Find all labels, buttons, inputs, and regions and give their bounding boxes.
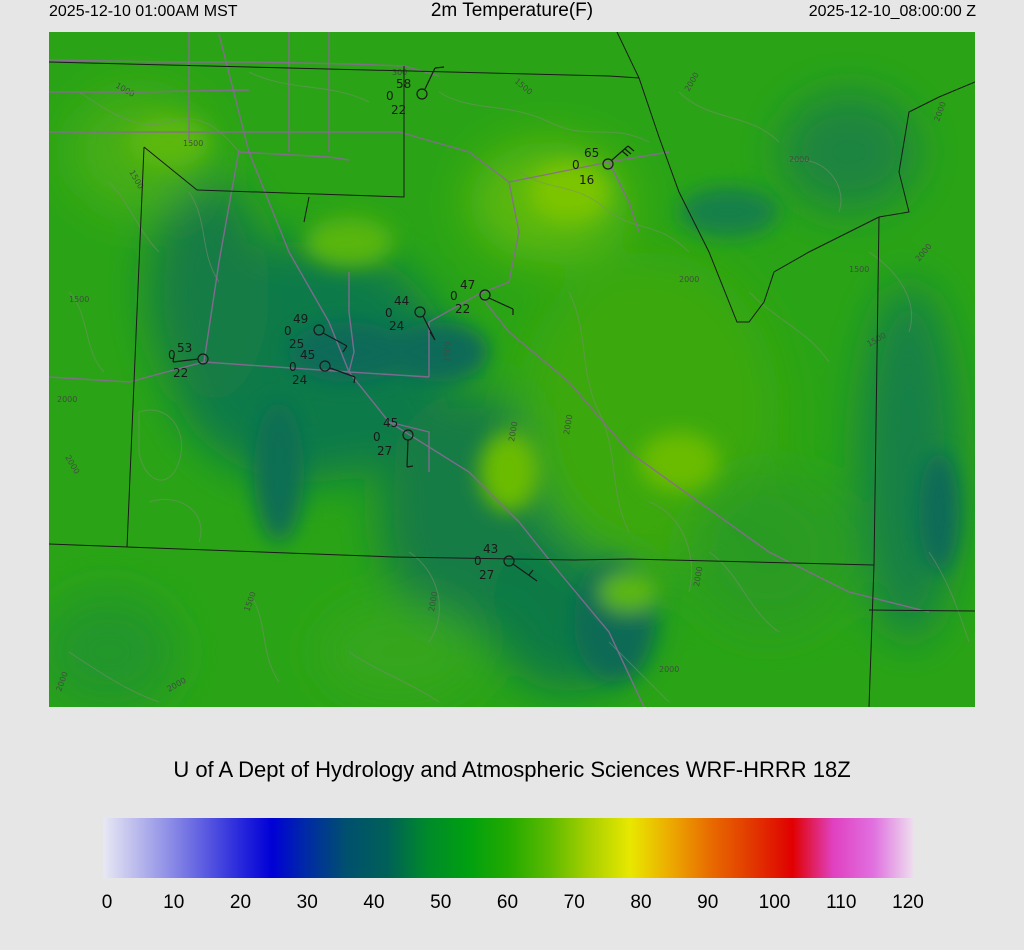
color-scale-tick-label: 70 — [563, 892, 585, 913]
color-scale-bar — [103, 818, 914, 878]
svg-text:1500: 1500 — [183, 139, 203, 148]
gust-value: 0 — [572, 158, 580, 172]
model-credit: U of A Dept of Hydrology and Atmospheric… — [173, 757, 851, 782]
valid-time-label: 2025-12-10_08:00:00 Z — [808, 3, 976, 20]
dewpoint-value: 25 — [289, 337, 304, 351]
gust-value: 0 — [385, 306, 393, 320]
temperature-value: 43 — [483, 542, 498, 556]
gust-value: 0 — [386, 89, 394, 103]
temperature-value: 53 — [177, 341, 192, 355]
temperature-value: 44 — [394, 294, 409, 308]
color-scale-tick-label: 50 — [430, 892, 452, 913]
color-scale-tick-label: 0 — [101, 892, 113, 913]
dewpoint-value: 22 — [391, 103, 406, 117]
gust-value: 0 — [289, 360, 297, 374]
svg-text:300: 300 — [392, 68, 407, 77]
svg-text:2000: 2000 — [507, 421, 519, 443]
station-plot[interactable]: 43 0 27 — [474, 542, 538, 582]
color-scale-ticks: 0 10 20 30 40 50 60 70 80 90 100 110 120 — [0, 892, 1024, 920]
svg-text:1500: 1500 — [69, 295, 89, 304]
svg-text:1500: 1500 — [849, 265, 869, 274]
svg-text:2000: 2000 — [679, 275, 699, 284]
svg-text:2000: 2000 — [659, 665, 679, 674]
svg-text:2000: 2000 — [789, 155, 809, 164]
color-scale-tick-label: 100 — [758, 892, 791, 913]
station-plot[interactable]: 44 0 24 — [385, 294, 436, 341]
temperature-value: 65 — [584, 146, 599, 160]
station-plot[interactable]: 47 0 22 — [450, 278, 514, 316]
svg-text:2000: 2000 — [57, 395, 77, 404]
color-scale-tick-label: 20 — [229, 892, 252, 913]
color-scale-tick-label: 30 — [296, 892, 318, 913]
map-title: 2m Temperature(F) — [430, 0, 594, 21]
station-plot[interactable]: 65 0 16 — [572, 145, 635, 187]
dewpoint-value: 16 — [579, 173, 594, 187]
dewpoint-value: 24 — [292, 373, 307, 387]
gust-value: 0 — [450, 289, 458, 303]
svg-text:1500: 1500 — [442, 341, 453, 362]
dewpoint-value: 24 — [389, 319, 404, 333]
color-scale-tick-label: 90 — [697, 892, 719, 913]
svg-text:2000: 2000 — [427, 591, 439, 613]
temperature-value: 58 — [396, 77, 411, 91]
dewpoint-value: 27 — [377, 444, 392, 458]
station-plot[interactable]: 45 0 24 — [289, 348, 356, 387]
terrain-contours — [68, 71, 970, 703]
color-scale-tick-label: 60 — [496, 892, 519, 913]
station-plot[interactable]: 58 0 22 — [386, 66, 445, 117]
gust-value: 0 — [168, 348, 176, 362]
svg-text:2000: 2000 — [562, 414, 574, 436]
svg-text:2000: 2000 — [692, 566, 704, 588]
gust-value: 0 — [373, 430, 381, 444]
color-scale-tick-label: 120 — [892, 892, 924, 913]
color-scale-tick-label: 40 — [363, 892, 385, 913]
gust-value: 0 — [284, 324, 292, 338]
temperature-value: 49 — [293, 312, 308, 326]
local-time-label: 2025-12-10 01:00AM MST — [49, 3, 238, 20]
dewpoint-value: 22 — [455, 302, 470, 316]
political-boundaries — [49, 32, 975, 707]
station-plot[interactable]: 45 0 27 — [373, 416, 414, 468]
color-scale-tick-label: 80 — [630, 892, 652, 913]
color-scale-tick-label: 10 — [163, 892, 185, 913]
gust-value: 0 — [474, 554, 482, 568]
roads — [49, 32, 930, 707]
dewpoint-value: 27 — [479, 568, 494, 582]
temperature-map[interactable]: 1000 1500 1500 2000 1500 2000 2000 1500 … — [49, 32, 975, 707]
temperature-field — [49, 32, 975, 707]
temperature-value: 45 — [383, 416, 398, 430]
color-scale-tick-label: 110 — [826, 892, 857, 913]
station-plot[interactable]: 53 0 22 — [168, 341, 209, 380]
station-plot[interactable]: 49 0 25 — [284, 312, 348, 353]
dewpoint-value: 22 — [173, 366, 188, 380]
station-plots: 58 0 22 65 0 16 47 0 22 44 — [168, 66, 635, 582]
temperature-value: 45 — [300, 348, 315, 362]
temperature-value: 47 — [460, 278, 475, 292]
